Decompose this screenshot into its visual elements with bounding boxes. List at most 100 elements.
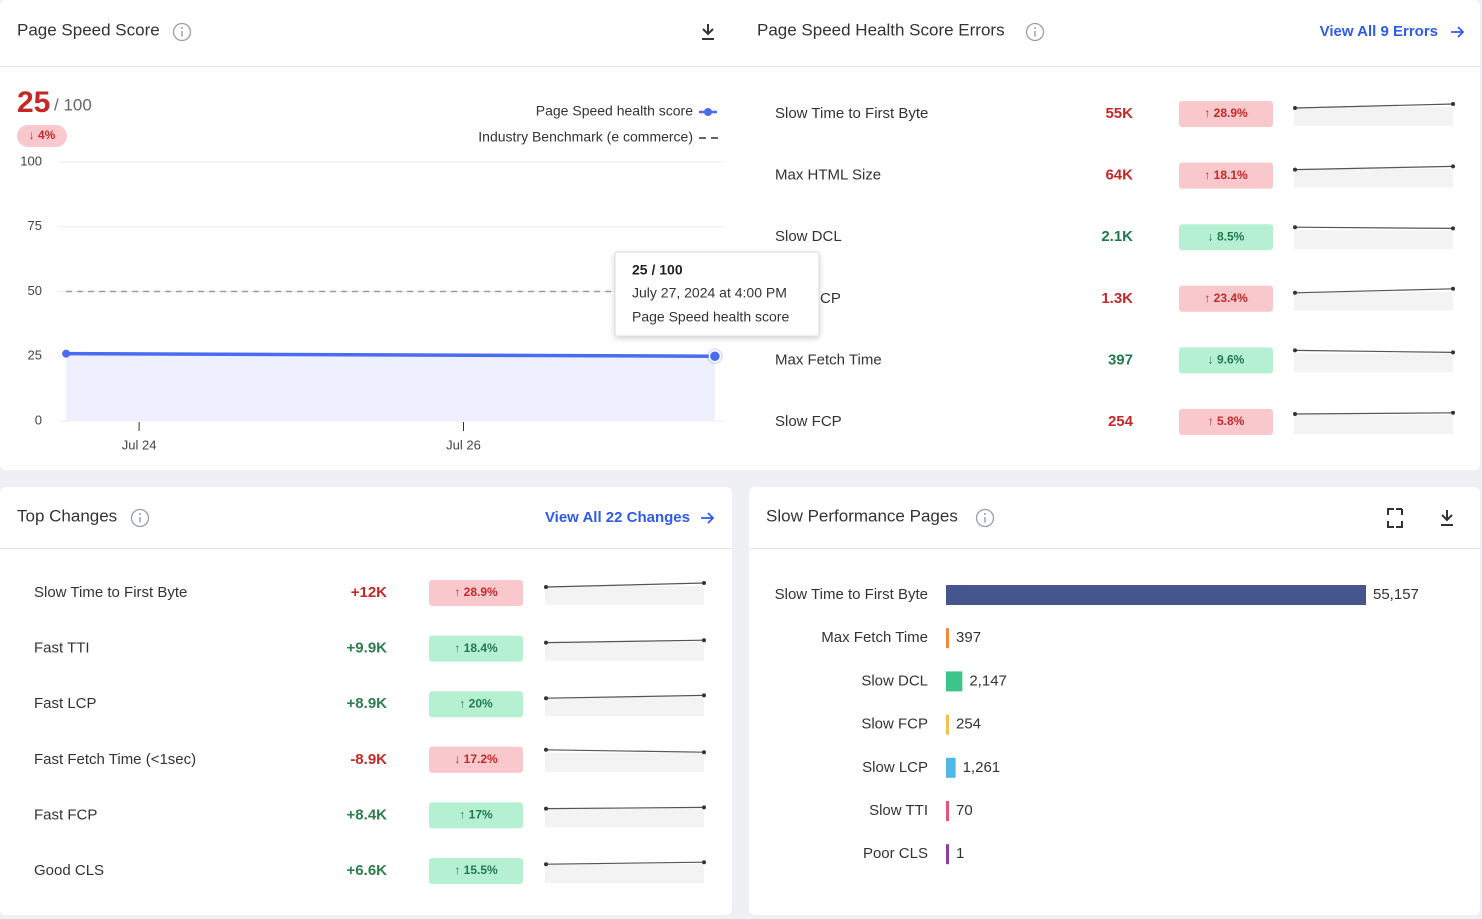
bar[interactable] xyxy=(946,585,1366,605)
sparkline-bg xyxy=(545,864,704,883)
row-value: +8.9K xyxy=(347,695,388,712)
change-badge xyxy=(1179,101,1273,127)
area xyxy=(66,353,715,421)
tooltip-series: Page Speed health score xyxy=(632,309,789,325)
sparkline-point xyxy=(702,805,706,810)
bar-category: Max Fetch Time xyxy=(821,629,928,646)
row-value: +12K xyxy=(351,584,387,601)
change-label: ↓ 9.6% xyxy=(1208,353,1245,367)
change-badge xyxy=(1179,162,1273,189)
sparkline-point xyxy=(544,806,548,811)
sparkline-point xyxy=(702,750,706,755)
point[interactable] xyxy=(62,349,71,358)
sparkline-point xyxy=(1451,164,1455,169)
link-arrow[interactable] xyxy=(701,512,715,524)
score-change-badge xyxy=(17,125,67,147)
sparkline xyxy=(1294,165,1454,171)
info-icon[interactable] xyxy=(1025,22,1045,42)
bar-value-label: 2,147 xyxy=(969,672,1007,689)
row-value: 55K xyxy=(1105,105,1133,122)
info-icon[interactable] xyxy=(172,22,192,42)
info-icon-dot xyxy=(181,27,183,29)
change-label: ↑ 17% xyxy=(459,808,493,822)
sparkline xyxy=(1294,288,1454,294)
bar[interactable] xyxy=(946,801,949,821)
change-badge xyxy=(1179,409,1273,435)
info-icon[interactable] xyxy=(975,508,995,528)
y-tick-label: 75 xyxy=(28,218,42,233)
row-value: 2.1K xyxy=(1101,228,1133,245)
panel-title: Page Speed Score xyxy=(17,20,160,39)
sparkline-point xyxy=(1293,348,1297,353)
change-label: ↑ 18.4% xyxy=(454,641,498,655)
bar-value-label: 55,157 xyxy=(1373,586,1419,603)
panel-title: Slow Performance Pages xyxy=(766,506,958,525)
sparkline xyxy=(1294,412,1454,415)
info-icon-dot xyxy=(984,513,986,515)
change-label: ↓ 8.5% xyxy=(1208,229,1245,243)
row-name: Fast LCP xyxy=(34,695,97,712)
info-icon[interactable] xyxy=(130,508,150,528)
sparkline-point xyxy=(1293,167,1297,172)
view-all-link[interactable]: View All 22 Changes xyxy=(545,509,690,526)
change-badge xyxy=(1179,224,1273,251)
sparkline-point xyxy=(544,747,548,752)
row-value: +9.9K xyxy=(347,640,388,657)
x-tick-label: Jul 24 xyxy=(122,437,157,452)
expand-icon[interactable] xyxy=(1387,508,1403,528)
bar[interactable] xyxy=(946,844,949,865)
link-arrow[interactable] xyxy=(1451,26,1465,38)
bar-value-label: 1,261 xyxy=(963,759,1001,776)
row-name: Slow FCP xyxy=(775,413,842,430)
sparkline xyxy=(1294,226,1454,229)
bar-category: Slow Time to First Byte xyxy=(775,586,928,603)
download-icon[interactable] xyxy=(702,24,714,40)
y-tick-label: 50 xyxy=(28,283,42,298)
score-value: 25 xyxy=(17,86,50,119)
sparkline-bg xyxy=(1294,230,1453,250)
tooltip-box xyxy=(614,251,820,337)
slow-pages-panel xyxy=(749,487,1480,915)
top-panel xyxy=(0,0,1480,470)
sparkline-point xyxy=(702,693,706,698)
series-line xyxy=(66,351,715,358)
sparkline-point xyxy=(544,862,548,867)
change-label: ↑ 15.5% xyxy=(454,863,498,877)
row-value: 64K xyxy=(1105,167,1133,184)
point[interactable] xyxy=(708,350,722,363)
sparkline-point xyxy=(1293,106,1297,110)
row-value: -8.9K xyxy=(350,751,387,768)
bar-category: Slow TTI xyxy=(869,802,928,819)
row-name: Slow DCL xyxy=(775,228,842,245)
change-label: ↑ 5.8% xyxy=(1208,414,1245,428)
row-name: Fast Fetch Time (<1sec) xyxy=(34,751,196,768)
score-max: / 100 xyxy=(54,95,92,114)
view-all-link[interactable]: View All 9 Errors xyxy=(1320,23,1438,40)
row-value: +8.4K xyxy=(347,806,388,823)
change-label: ↑ 28.9% xyxy=(1204,106,1248,120)
bar[interactable] xyxy=(946,671,963,692)
x-tick-label: Jul 26 xyxy=(446,437,481,452)
sparkline-point xyxy=(1293,412,1297,416)
row-value: 254 xyxy=(1108,413,1134,430)
row-name: Good CLS xyxy=(34,862,104,879)
bar-category: Slow DCL xyxy=(861,672,928,689)
legend-label: Industry Benchmark (e commerce) xyxy=(478,129,693,145)
download-icon[interactable] xyxy=(1441,510,1453,526)
row-name: Fast TTI xyxy=(34,640,90,657)
sparkline-bg xyxy=(1294,415,1453,434)
change-badge xyxy=(429,691,523,718)
row-value: 1.3K xyxy=(1101,290,1133,307)
legend-dot xyxy=(704,108,712,116)
row-name: Max Fetch Time xyxy=(775,351,882,368)
row-value: 397 xyxy=(1108,351,1133,368)
bar[interactable] xyxy=(946,714,949,735)
panel-title: Top Changes xyxy=(17,506,117,525)
sparkline-point xyxy=(1451,102,1455,106)
bar[interactable] xyxy=(946,757,956,778)
y-tick-label: 25 xyxy=(28,348,42,363)
row-value: +6.6K xyxy=(347,862,388,879)
bar[interactable] xyxy=(946,628,950,649)
